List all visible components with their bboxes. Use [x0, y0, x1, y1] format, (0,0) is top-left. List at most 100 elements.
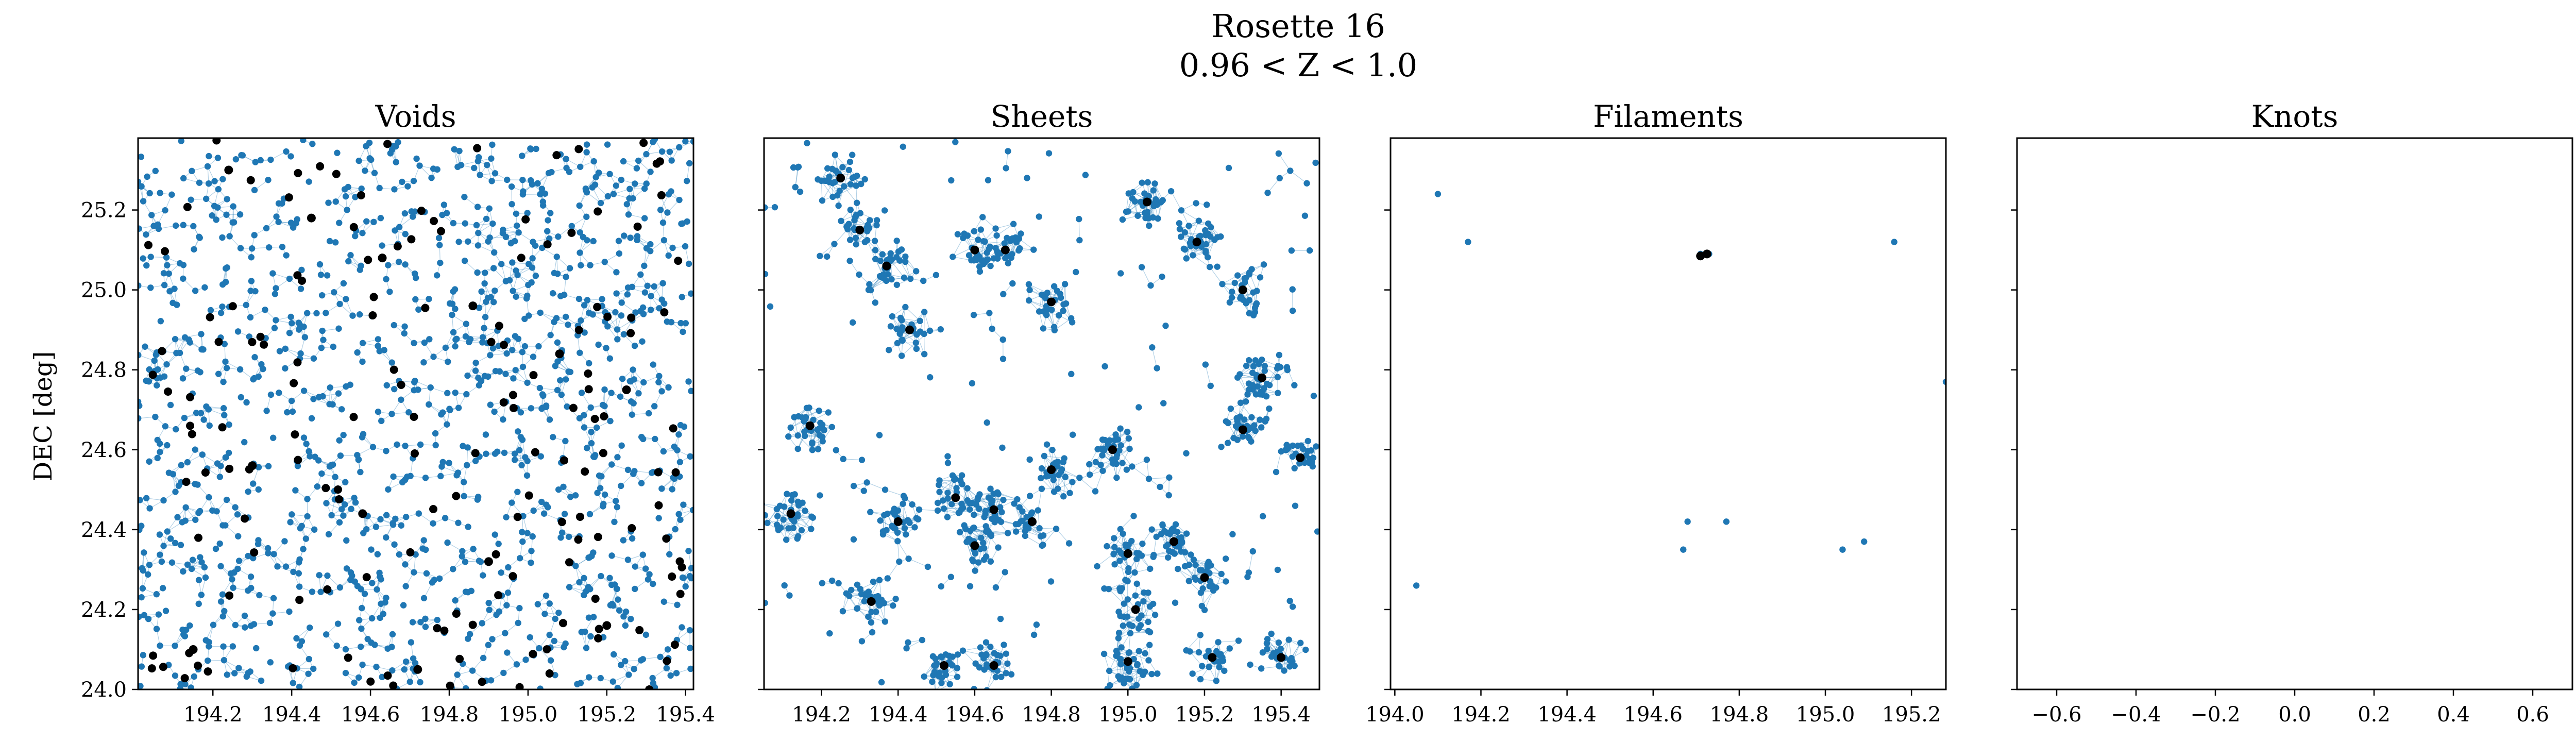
node-point [337, 452, 344, 459]
node-point [609, 678, 617, 685]
center-point [158, 347, 166, 356]
node-point [619, 375, 626, 382]
node-point [219, 176, 226, 182]
node-point [685, 378, 692, 385]
node-point [665, 191, 672, 198]
node-point [369, 580, 376, 586]
node-point [674, 601, 681, 609]
center-point [515, 683, 524, 689]
center-point [186, 421, 195, 430]
edge [822, 183, 833, 201]
node-point [319, 327, 326, 334]
node-point [258, 677, 265, 684]
node-point [138, 683, 144, 689]
node-point [196, 179, 203, 186]
node-point [488, 155, 495, 162]
node-point [481, 373, 488, 379]
node-point [206, 494, 212, 501]
node-point [471, 164, 478, 172]
node-point [522, 656, 529, 663]
node-point [236, 211, 244, 218]
node-point [181, 334, 189, 341]
center-point [517, 254, 526, 262]
node-point [383, 276, 389, 282]
node-point [589, 184, 596, 191]
node-point [545, 504, 551, 511]
center-point [321, 484, 330, 493]
node-point [577, 349, 583, 356]
node-point [323, 500, 330, 507]
node-point [358, 185, 365, 192]
node-point [673, 670, 680, 677]
node-point [393, 159, 399, 165]
node-point [219, 613, 227, 620]
node-point [192, 446, 198, 453]
node-point [594, 424, 600, 431]
node-point [256, 592, 263, 599]
node-point [444, 539, 451, 546]
center-point [410, 413, 418, 421]
node-point [463, 391, 470, 398]
node-point [479, 339, 486, 346]
node-point [620, 331, 628, 338]
node-point [682, 320, 689, 327]
center-point [529, 650, 537, 659]
node-point [351, 232, 359, 240]
node-point [214, 155, 222, 161]
node-point [270, 434, 277, 441]
node-point [483, 298, 489, 305]
node-point [474, 242, 482, 249]
node-point [537, 309, 544, 316]
node-point [223, 365, 230, 372]
node-point [316, 394, 323, 400]
node-point [639, 338, 646, 345]
node-point [151, 357, 158, 364]
center-point [657, 191, 666, 199]
center-point [389, 365, 398, 374]
node-point [156, 531, 163, 538]
node-point [658, 485, 665, 492]
node-point [453, 472, 460, 479]
node-point [481, 280, 488, 287]
node-point [436, 575, 443, 582]
node-point [395, 258, 402, 265]
node-point [485, 642, 492, 648]
center-point [225, 591, 234, 600]
node-point [608, 581, 615, 588]
node-point [157, 318, 164, 325]
node-point [606, 171, 613, 178]
node-point [553, 315, 560, 322]
node-point [539, 391, 546, 398]
center-point [413, 665, 422, 674]
node-point [554, 339, 561, 346]
node-point [450, 566, 456, 572]
node-point [214, 460, 221, 467]
node-point [482, 314, 489, 321]
center-point [499, 398, 508, 407]
node-point [449, 311, 455, 318]
node-point [217, 563, 224, 570]
center-point [389, 681, 398, 689]
node-point [375, 336, 382, 343]
node-point [423, 570, 430, 577]
center-point [492, 550, 500, 559]
node-point [626, 185, 633, 192]
node-point [336, 584, 344, 591]
node-point [355, 157, 362, 164]
node-point [509, 259, 516, 266]
node-point [464, 372, 471, 379]
node-point [154, 454, 161, 462]
node-point [584, 445, 590, 451]
node-point [442, 344, 449, 351]
node-point [262, 306, 268, 313]
node-point [155, 221, 161, 228]
node-point [398, 396, 404, 403]
center-point [635, 626, 644, 634]
node-point [181, 414, 188, 421]
center-point [584, 369, 592, 378]
node-point [304, 513, 311, 520]
node-point [180, 222, 187, 228]
node-point [183, 365, 190, 372]
node-point [613, 182, 620, 189]
